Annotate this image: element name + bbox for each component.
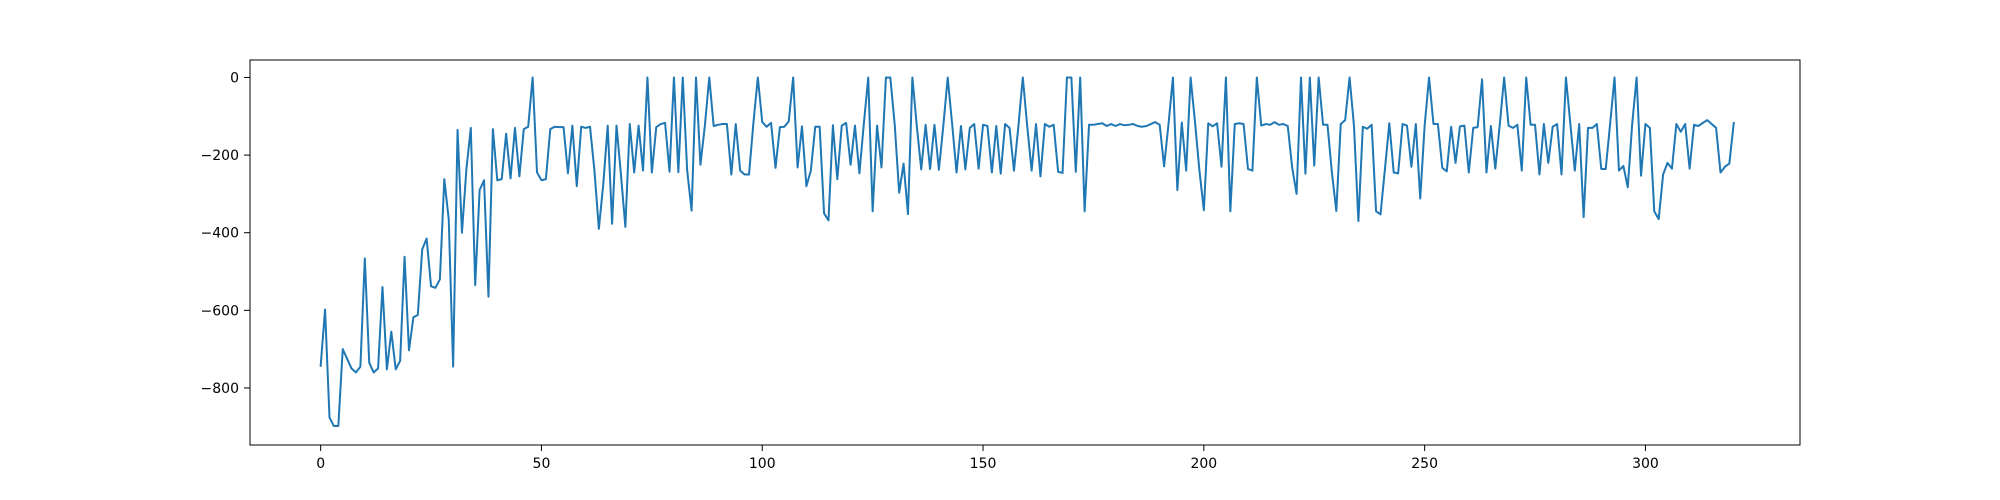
x-axis: 0 50 100 150 200 250 300 [316,445,1659,472]
plot-area [319,76,1735,427]
y-tick-label: −800 [201,381,239,397]
x-tick-label: 150 [970,456,997,472]
x-tick-label: 100 [749,456,776,472]
y-tick-label: −400 [201,226,239,242]
y-tick-label: −200 [201,148,239,164]
x-tick-label: 250 [1411,456,1438,472]
y-tick-label: 0 [230,70,239,86]
x-tick-label: 300 [1632,456,1659,472]
x-tick-label: 50 [533,456,551,472]
x-tick-label: 200 [1190,456,1217,472]
y-tick-label: −600 [201,303,239,319]
series-line [319,76,1735,427]
x-tick-label: 0 [316,456,325,472]
y-axis: 0 −200 −400 −600 −800 [201,70,250,397]
axes-frame [249,59,1801,446]
